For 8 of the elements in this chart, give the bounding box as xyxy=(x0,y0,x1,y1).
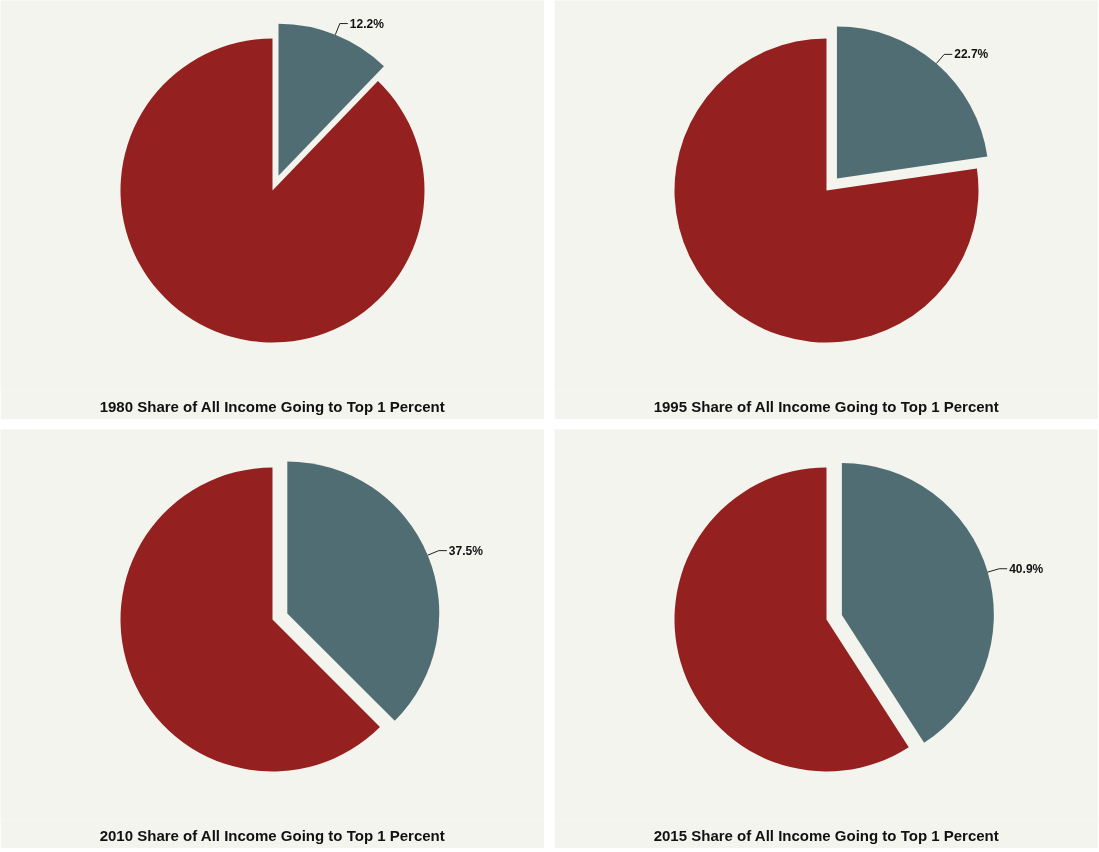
text: 1995 Share of All Income Going to Top 1 Percent xyxy=(653,397,999,415)
text: 2015 Share of All Income Going to Top 1 Percent xyxy=(653,826,999,844)
data-label: 22.7% xyxy=(954,47,989,62)
text: 2010 Share of All Income Going to Top 1 Percent xyxy=(99,826,445,844)
data-label: 12.2% xyxy=(349,16,385,31)
data-label: 37.5% xyxy=(448,543,484,558)
data-label: 40.9% xyxy=(1009,561,1044,576)
text: 1980 Share of All Income Going to Top 1 Percent xyxy=(99,397,445,415)
